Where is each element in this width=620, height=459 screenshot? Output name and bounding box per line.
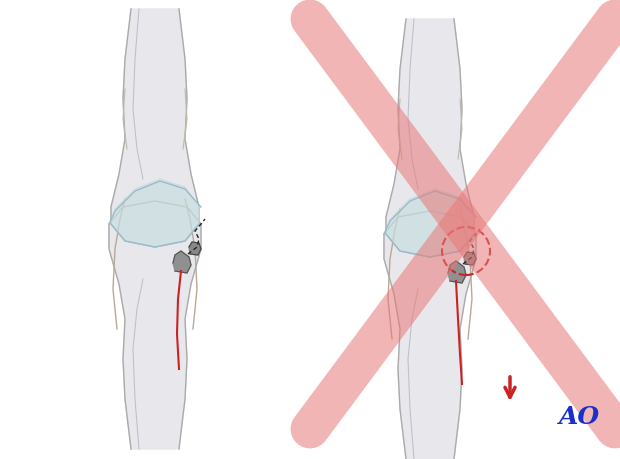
Polygon shape — [173, 251, 191, 273]
Polygon shape — [464, 252, 476, 265]
Polygon shape — [111, 179, 199, 247]
Polygon shape — [109, 201, 201, 449]
Polygon shape — [189, 242, 201, 255]
Text: AO: AO — [559, 405, 601, 429]
Polygon shape — [448, 261, 466, 283]
Polygon shape — [386, 19, 474, 257]
Polygon shape — [386, 189, 474, 257]
Polygon shape — [111, 9, 199, 247]
Polygon shape — [384, 211, 476, 459]
